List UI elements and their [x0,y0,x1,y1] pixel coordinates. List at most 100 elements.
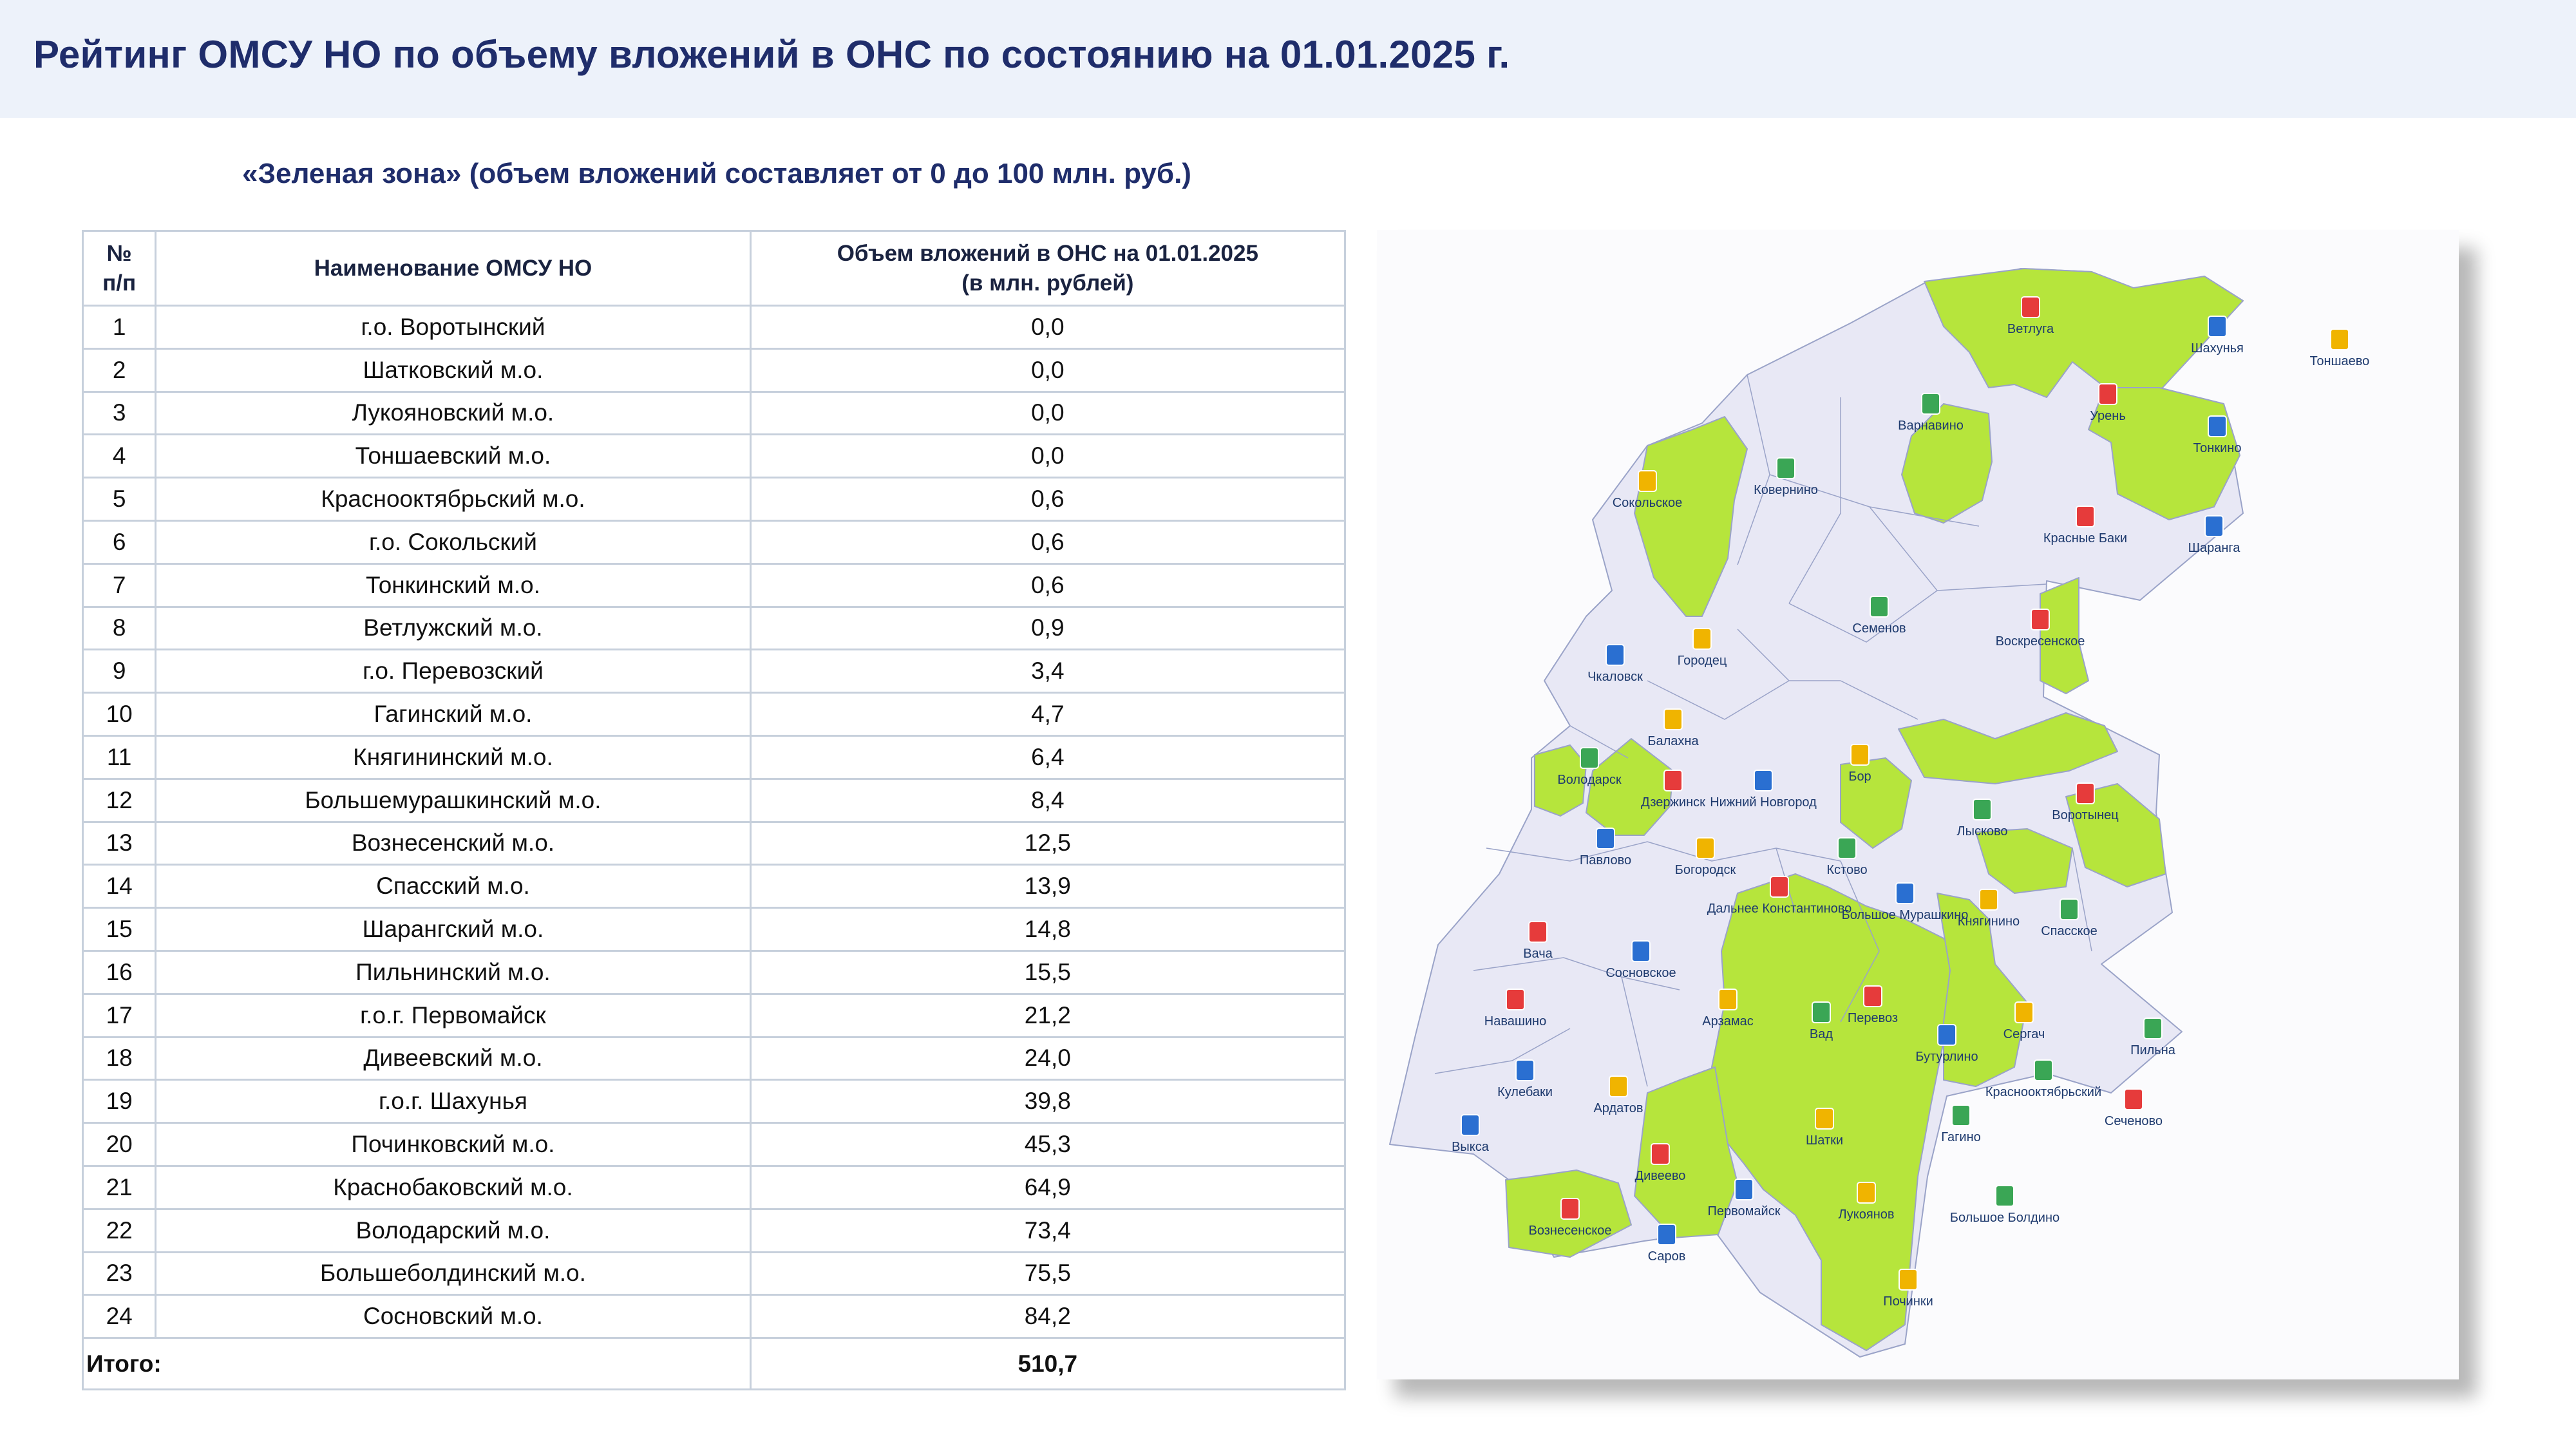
row-name: Шатковский м.о. [155,347,752,393]
header-num-line2: п/п [102,270,137,296]
district-krasnooktyabrsky [1975,828,2073,894]
district-emblem-icon [1951,1104,1971,1126]
row-name: Тоншаевский м.о. [155,433,752,479]
district-border [1473,957,1680,990]
district-label: Навашино [1484,1014,1546,1028]
table-row: 14 Спасский м.о. 13,9 [81,864,1347,909]
district-label: Лысково [1956,824,2007,838]
district-emblem-icon [1560,1198,1580,1220]
table-row: 1 г.о. Воротынский 0,0 [81,305,1347,350]
district-emblem-icon [1718,989,1738,1010]
row-value: 21,2 [749,992,1347,1038]
district-emblem-icon [1973,799,1992,820]
district-emblem-icon [1995,1185,2014,1207]
header-num-line1: № [106,240,132,266]
row-number: 13 [81,820,157,866]
row-name: г.о.г. Шахунья [155,1079,752,1124]
table-row: 11 Княгининский м.о. 6,4 [81,734,1347,780]
district-emblem-icon [2330,328,2349,350]
district-label: Пильна [2130,1043,2176,1057]
district-perevoz [1840,757,1912,849]
district-emblem-icon [1663,708,1683,730]
district-border [2072,848,2092,952]
district-gagino-boldino [1937,893,2028,1087]
row-name: Лукояновский м.о. [155,390,752,436]
district-emblem-icon [1528,921,1548,943]
district-emblem-icon [1580,747,1599,769]
district-emblem-icon [2060,898,2079,920]
district-emblem-icon [1638,470,1657,492]
row-name: Пильнинский м.о. [155,949,752,995]
row-value: 45,3 [749,1122,1347,1167]
map-district-emblems [1461,296,2349,1291]
district-label: Тонкино [2193,441,2242,455]
district-label: Сергач [2003,1027,2045,1041]
district-emblem-icon [1863,985,1882,1007]
row-value: 8,4 [749,777,1347,823]
row-number: 12 [81,777,157,823]
total-label: Итого: [82,1337,752,1391]
district-label: Ковернино [1754,483,1818,497]
row-number: 10 [81,692,157,737]
district-emblem-icon [2076,782,2095,804]
district-label: Лукоянов [1838,1208,1894,1222]
row-value: 75,5 [749,1251,1347,1296]
district-label: Тоншаево [2310,354,2370,368]
row-number: 19 [81,1079,157,1124]
table-row: 12 Большемурашкинский м.о. 8,4 [81,777,1347,823]
row-name: Починковский м.о. [155,1122,752,1167]
table-row: 16 Пильнинский м.о. 15,5 [81,949,1347,995]
district-emblem-icon [2124,1088,2143,1110]
table-row: 5 Краснооктябрьский м.о. 0,6 [81,477,1347,522]
row-number: 16 [81,949,157,995]
row-value: 3,4 [749,649,1347,694]
district-label: Бор [1848,770,1871,784]
table-row: 19 г.о.г. Шахунья 39,8 [81,1079,1347,1124]
row-value: 13,9 [749,864,1347,909]
row-value: 64,9 [749,1164,1347,1210]
row-name: Краснобаковский м.о. [155,1164,752,1210]
row-name: Володарский м.о. [155,1208,752,1253]
district-label: Вача [1523,947,1553,961]
district-emblem-icon [2076,506,2095,527]
row-value: 4,7 [749,692,1347,737]
row-value: 0,0 [749,305,1347,350]
district-border [1647,680,1790,720]
district-emblem-icon [1609,1075,1628,1097]
row-value: 14,8 [749,907,1347,952]
district-label: Красные Баки [2043,531,2127,545]
map-district-labels: Ветлуга Шахунья Тоншаево Варнавино Урень Тонк… [1452,322,2369,1309]
district-tonkino-sharanga [2088,387,2240,520]
district-emblem-icon [2208,316,2227,337]
row-number: 22 [81,1208,157,1253]
row-name: Большемурашкинский м.о. [155,777,752,823]
district-emblem-icon [2208,415,2227,437]
district-emblem-icon [1850,744,1870,766]
district-label: Воскресенское [1996,634,2085,649]
district-label: Сокольское [1613,496,1683,510]
row-value: 73,4 [749,1208,1347,1253]
district-emblem-icon [2034,1059,2053,1081]
district-label: Шаранга [2188,541,2241,555]
page-title: Рейтинг ОМСУ НО по объему вложений в ОНС… [33,33,1510,76]
table-row: 3 Лукояновский м.о. 0,0 [81,390,1347,436]
district-label: Варнавино [1898,419,1964,433]
district-border [1621,976,1648,1087]
row-name: г.о. Воротынский [155,305,752,350]
district-emblem-icon [1857,1182,1876,1204]
district-label: Балахна [1647,734,1699,748]
header-value-line2: (в млн. рублей) [961,270,1134,296]
district-emblem-icon [1663,770,1683,791]
district-label: Гагино [1941,1130,1980,1144]
row-number: 5 [81,477,157,522]
district-volodarsk [1534,744,1587,817]
district-label: Семенов [1852,621,1906,636]
district-spasskoe-kniaginino-murashkino [1898,712,2118,784]
district-border [1788,397,1841,604]
table-row: 24 Сосновский м.о. 84,2 [81,1294,1347,1340]
district-emblem-icon [1979,889,1998,911]
district-label: Воротынец [2052,808,2118,822]
district-emblem-icon [2031,609,2050,630]
row-value: 0,0 [749,347,1347,393]
district-sokolskoe [1634,416,1748,617]
